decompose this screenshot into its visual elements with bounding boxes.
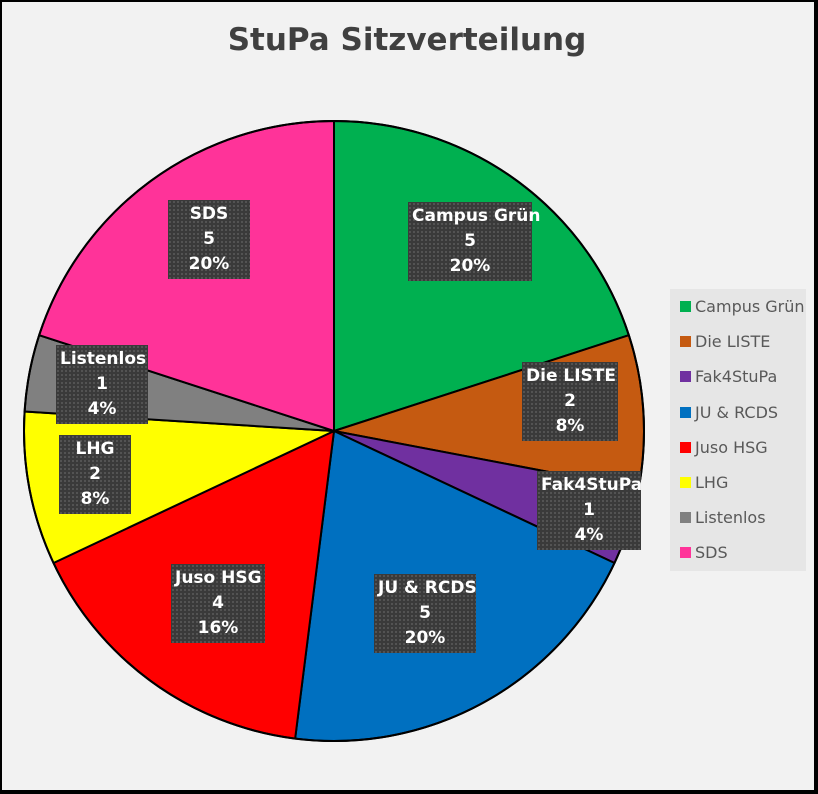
legend-item-4: Juso HSG: [680, 438, 768, 457]
data-label-name: Listenlos: [60, 349, 147, 369]
legend-swatch: [680, 512, 691, 524]
data-label-5: LHG 2 8%: [59, 435, 131, 514]
data-label-value: 4: [212, 593, 224, 613]
data-label-1: Die LISTE 2 8%: [522, 362, 618, 441]
data-label-percent: 8%: [80, 489, 110, 509]
data-label-name: SDS: [189, 204, 229, 224]
data-label-percent: 4%: [87, 399, 117, 419]
legend-swatch: [680, 477, 691, 488]
data-label-2: Fak4StuPa 1 4%: [537, 471, 643, 550]
legend-swatch: [680, 301, 691, 312]
data-label-name: Fak4StuPa: [541, 475, 643, 495]
data-label-value: 1: [583, 500, 595, 520]
data-label-3: JU & RCDS 5 20%: [374, 574, 477, 653]
legend-item-7: SDS: [680, 543, 728, 562]
legend-swatch: [680, 371, 691, 383]
legend-label: JU & RCDS: [695, 402, 779, 422]
legend-label: Campus Grün: [695, 297, 805, 316]
data-label-percent: 20%: [404, 628, 446, 648]
legend: Campus Grün Die LISTE Fak4StuPa JU & RCDS Ju…: [670, 289, 806, 571]
legend-item-3: JU & RCDS: [680, 403, 778, 422]
data-label-percent: 16%: [197, 618, 239, 638]
legend-item-1: Die LISTE: [680, 332, 770, 351]
data-label-percent: 4%: [574, 525, 604, 545]
legend-item-6: Listenlos: [680, 508, 766, 527]
data-label-6: Listenlos 1 4%: [56, 345, 148, 424]
legend-swatch: [680, 441, 691, 453]
data-label-7: SDS 5 20%: [168, 200, 250, 279]
data-label-percent: 8%: [555, 416, 585, 436]
pie-outline: [23, 120, 645, 742]
data-label-name: JU & RCDS: [378, 578, 477, 598]
data-label-value: 5: [419, 603, 431, 623]
legend-label: Fak4StuPa: [695, 367, 778, 387]
legend-label: Listenlos: [695, 508, 766, 528]
data-label-name: Campus Grün: [412, 206, 541, 226]
data-label-value: 5: [464, 231, 476, 251]
data-label-4: Juso HSG 4 16%: [171, 564, 265, 643]
legend-label: LHG: [695, 473, 729, 492]
data-label-name: Juso HSG: [175, 568, 262, 588]
data-label-value: 1: [96, 374, 108, 394]
legend-label: Juso HSG: [695, 437, 768, 457]
legend-label: SDS: [695, 543, 728, 563]
data-label-name: Die LISTE: [526, 366, 616, 386]
legend-item-0: Campus Grün: [680, 297, 805, 316]
data-label-name: LHG: [75, 439, 115, 459]
legend-item-5: LHG: [680, 473, 728, 492]
chart-title: StuPa Sitzverteilung: [227, 22, 587, 58]
legend-label: Die LISTE: [695, 332, 771, 352]
legend-swatch: [680, 547, 691, 559]
legend-swatch: [680, 406, 691, 418]
data-label-percent: 20%: [449, 256, 491, 276]
data-label-value: 2: [89, 464, 101, 484]
legend-item-2: Fak4StuPa: [680, 367, 777, 386]
data-label-percent: 20%: [188, 254, 230, 274]
data-label-value: 2: [564, 391, 576, 411]
data-label-value: 5: [203, 229, 215, 249]
data-label-0: Campus Grün 5 20%: [408, 202, 541, 281]
legend-swatch: [680, 336, 691, 348]
